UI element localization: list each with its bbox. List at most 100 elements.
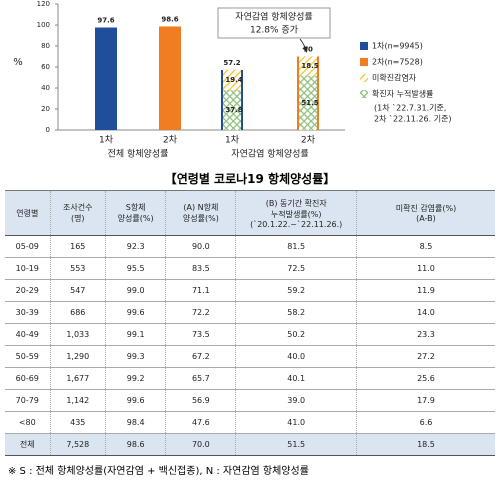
- legend-swatch: [360, 58, 368, 66]
- y-axis-label: %: [13, 57, 23, 68]
- y-tick-label: 0: [46, 126, 50, 134]
- table-row: 20-29 547 99.0 71.1 59.2 11.9: [5, 279, 495, 302]
- legend-note: (1차 `22.7.31.기준,: [374, 103, 446, 113]
- table-cell: 99.2: [104, 367, 166, 390]
- table-cell: 98.4: [104, 411, 166, 434]
- annotation-arrow: [299, 38, 308, 53]
- stacked-segment: [223, 90, 241, 130]
- table-row: 60-69 1,677 99.2 65.7 40.1 25.6: [5, 367, 495, 390]
- table-row: 10-19 553 95.5 83.5 72.5 11.0: [5, 257, 495, 280]
- table-header: (A) N항체 양성률(%): [165, 190, 236, 236]
- table-row: <80 435 98.4 47.6 41.0 6.6: [5, 411, 495, 434]
- table-cell: 11.9: [355, 279, 495, 302]
- table-row: 40-49 1,033 99.1 73.5 50.2 23.3: [5, 323, 495, 346]
- value-label: 98.6: [161, 15, 178, 23]
- bar: [159, 26, 181, 130]
- legend-swatch: [360, 42, 368, 50]
- legend-note: 2차 `22.11.26. 기준): [374, 114, 452, 124]
- table-cell: 686: [49, 301, 106, 324]
- table-cell: 435: [49, 411, 106, 434]
- table-cell: <80: [5, 411, 51, 434]
- y-tick-label: 40: [41, 84, 50, 92]
- x-tick-label: 1차: [99, 134, 114, 146]
- table-cell: 6.6: [355, 411, 495, 434]
- table-cell: 27.2: [355, 345, 495, 368]
- table-cell: 60-69: [5, 367, 51, 390]
- x-tick-label: 2차: [301, 134, 316, 146]
- x-tick-label: 2차: [163, 134, 178, 146]
- value-label: 19.4: [225, 76, 242, 84]
- value-label: 51.5: [301, 99, 318, 107]
- table-cell: 99.6: [104, 301, 166, 324]
- legend-swatch: [360, 74, 368, 82]
- table-cell: 553: [49, 257, 106, 280]
- table-cell: 72.2: [165, 301, 236, 324]
- group-label: 전체 항체양성률: [108, 149, 169, 160]
- annotation: 자연감염 항체양성률: [235, 11, 312, 23]
- table-cell: 7,528: [49, 433, 106, 456]
- table-cell: 73.5: [165, 323, 236, 346]
- table-cell: 99.1: [104, 323, 166, 346]
- table-cell: 81.5: [235, 235, 357, 258]
- x-tick-label: 1차: [225, 134, 240, 146]
- table-cell: 90.0: [165, 235, 236, 258]
- table-cell: 83.5: [165, 257, 236, 280]
- table-cell: 547: [49, 279, 106, 302]
- legend-label: 2차(n=7528): [372, 58, 423, 67]
- table-cell: 8.5: [355, 235, 495, 258]
- y-tick-label: 80: [41, 42, 50, 50]
- bar: [95, 27, 117, 130]
- value-label: 97.6: [97, 17, 114, 25]
- legend-label: 1차(n=9945): [372, 42, 423, 51]
- table-cell: 72.5: [235, 257, 357, 280]
- annotation: 12.8% 증가: [250, 25, 298, 36]
- table-header: S항체 양성률(%): [104, 190, 166, 236]
- table-cell: 1,142: [49, 389, 106, 412]
- table-cell: 25.6: [355, 367, 495, 390]
- footnote: ※ S : 전체 항체양성률(자연감염 + 백신접종), N : 자연감염 항체…: [8, 466, 309, 477]
- legend-label: 미확진감염자: [372, 73, 417, 83]
- table-cell: 59.2: [235, 279, 357, 302]
- table-cell: 23.3: [355, 323, 495, 346]
- table-cell: 05-09: [5, 235, 51, 258]
- table-header: (B) 동기간 확진자 누적발생률(%) (`20.1.22.~`22.11.2…: [235, 190, 357, 236]
- table-cell: 51.5: [235, 433, 357, 456]
- y-tick-label: 20: [41, 105, 50, 113]
- table-cell: 67.2: [165, 345, 236, 368]
- table-cell: 40.0: [235, 345, 357, 368]
- table-cell: 10-19: [5, 257, 51, 280]
- table-cell: 70-79: [5, 389, 51, 412]
- table-cell: 41.0: [235, 411, 357, 434]
- value-label: 37.8: [225, 106, 242, 114]
- y-tick-label: 100: [37, 21, 50, 29]
- table-cell: 70.0: [165, 433, 236, 456]
- table-cell: 165: [49, 235, 106, 258]
- table-row: 전체 7,528 98.6 70.0 51.5 18.5: [5, 433, 495, 456]
- table-cell: 1,033: [49, 323, 106, 346]
- annotation-box: [217, 7, 331, 39]
- table-header: 조사건수 (명): [49, 190, 106, 236]
- table-cell: 30-39: [5, 301, 51, 324]
- table-cell: 47.6: [165, 411, 236, 434]
- table-cell: 58.2: [235, 301, 357, 324]
- y-tick-label: 60: [41, 63, 50, 71]
- stacked-segment: [299, 56, 317, 76]
- table-cell: 40-49: [5, 323, 51, 346]
- table-row: 70-79 1,142 99.6 56.9 39.0 17.9: [5, 389, 495, 412]
- table-header: 미확진 감염률(%) (A-B): [355, 190, 495, 236]
- table-cell: 18.5: [355, 433, 495, 456]
- table-row: 05-09 165 92.3 90.0 81.5 8.5: [5, 235, 495, 258]
- legend-label: 확진자 누적발생률: [372, 89, 433, 99]
- table-cell: 95.5: [104, 257, 166, 280]
- stacked-segment: [299, 75, 317, 130]
- table-cell: 39.0: [235, 389, 357, 412]
- table-cell: 17.9: [355, 389, 495, 412]
- value-label: 70: [303, 46, 313, 54]
- table-cell: 65.7: [165, 367, 236, 390]
- table: 연령별 조사건수 (명) S항체 양성률(%) (A) N항체 양성률(%) (B) 동…: [5, 190, 495, 456]
- group-label: 자연감염 항체양성률: [231, 148, 308, 160]
- table-cell: 50.2: [235, 323, 357, 346]
- table-cell: 99.0: [104, 279, 166, 302]
- table-header: 연령별: [5, 190, 51, 236]
